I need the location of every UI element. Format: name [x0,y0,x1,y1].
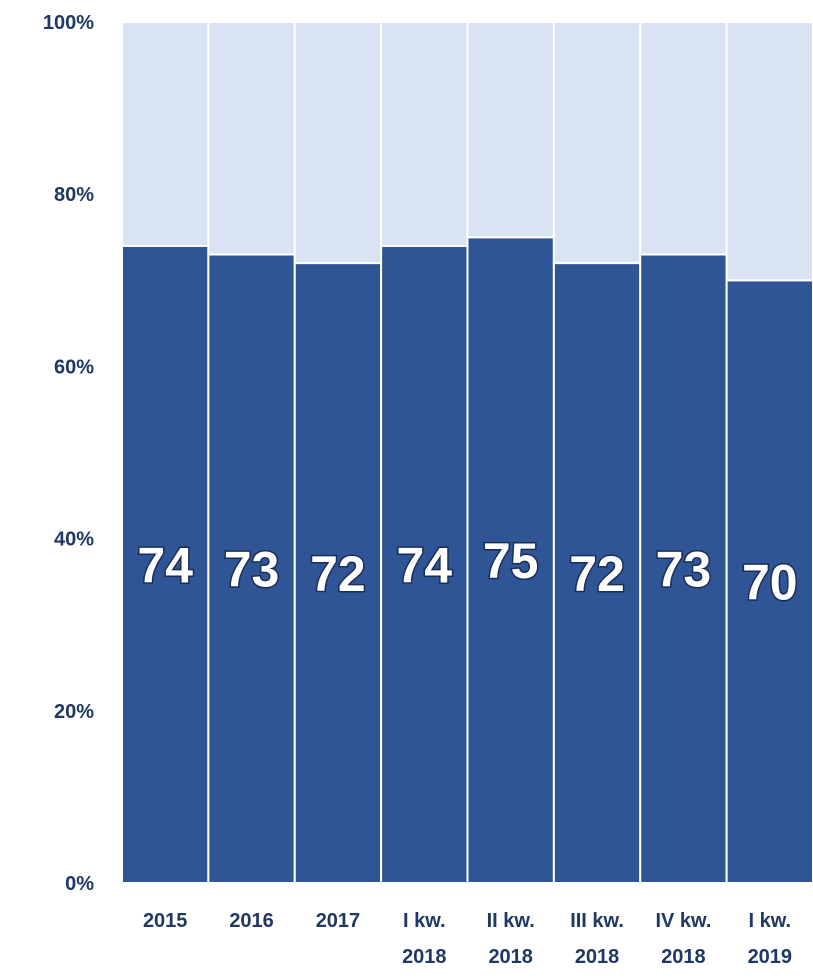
x-tick-label: 2017 [316,910,361,932]
data-label: 72 [569,546,625,602]
bar-segment-1-4 [466,21,555,239]
data-label: 73 [224,542,280,598]
data-label: 75 [483,533,539,589]
data-label: 73 [656,542,712,598]
data-labels-layer: 74 73 72 74 75 72 73 70 [136,532,799,613]
x-tick-label: I kw. 2018 [402,910,447,968]
data-label: 70 [742,555,798,611]
y-tick-label: 40% [54,529,94,551]
bar-segment-0-6 [639,253,728,885]
y-axis: 0% 20% 40% 60% 80% 100% [43,12,94,895]
bar-segment-0-3 [380,244,469,885]
x-tick-label: 2015 [143,910,188,932]
x-tick-label: III kw. 2018 [570,910,624,968]
bar-segment-1-7 [725,21,813,282]
x-tick-label: II kw. 2018 [487,910,535,968]
x-tick-label: I kw. 2019 [748,910,793,968]
y-tick-label: 60% [54,356,94,378]
bar-segment-0-1 [207,253,296,885]
x-tick-label: 2016 [229,910,274,932]
data-label: 72 [310,546,366,602]
y-tick-label: 100% [43,12,94,34]
bar-segment-1-3 [380,21,469,247]
bar-segment-0-5 [552,262,642,884]
y-tick-label: 0% [65,873,94,895]
bar-segment-0-7 [725,279,813,884]
bar-segment-1-6 [639,21,728,256]
x-axis: 2015 2016 2017 I kw. 2018 II kw. 2018 III kw. 20… [143,910,792,968]
x-tick-label: IV kw. 2018 [655,910,711,968]
bar-segment-1-5 [552,21,642,265]
data-label: 74 [397,537,453,593]
bar-segment-1-2 [293,21,383,265]
bars-layer [121,21,813,885]
y-tick-label: 80% [54,184,94,206]
bar-segment-0-0 [121,244,210,885]
bar-segment-1-0 [121,21,210,247]
bar-segment-1-1 [207,21,296,256]
bar-segment-0-4 [466,236,555,884]
y-tick-label: 20% [54,701,94,723]
data-label: 74 [137,537,193,593]
